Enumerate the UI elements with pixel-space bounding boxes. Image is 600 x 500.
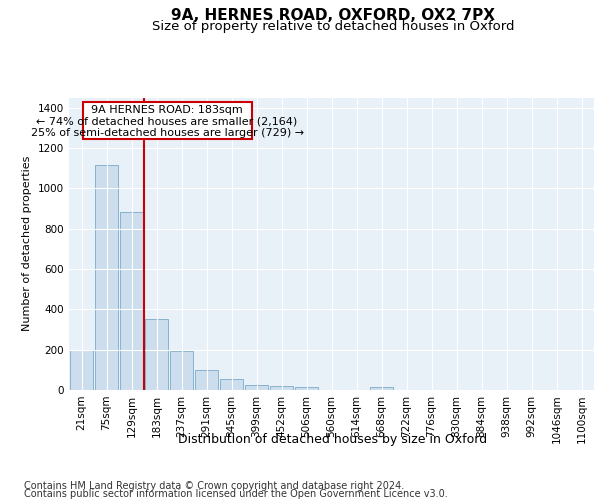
Bar xyxy=(220,379,244,390)
Bar xyxy=(295,387,319,390)
Bar xyxy=(119,212,143,390)
Text: ← 74% of detached houses are smaller (2,164): ← 74% of detached houses are smaller (2,… xyxy=(37,116,298,126)
Bar xyxy=(145,320,169,390)
Bar xyxy=(370,386,394,390)
Bar xyxy=(70,350,94,390)
Text: 9A, HERNES ROAD, OXFORD, OX2 7PX: 9A, HERNES ROAD, OXFORD, OX2 7PX xyxy=(171,8,495,22)
Text: 25% of semi-detached houses are larger (729) →: 25% of semi-detached houses are larger (… xyxy=(31,128,304,138)
Text: Distribution of detached houses by size in Oxford: Distribution of detached houses by size … xyxy=(178,432,488,446)
Bar xyxy=(95,165,118,390)
Bar xyxy=(83,102,251,139)
Bar xyxy=(194,370,218,390)
Text: Size of property relative to detached houses in Oxford: Size of property relative to detached ho… xyxy=(152,20,514,33)
Bar xyxy=(170,352,193,390)
Bar xyxy=(245,385,268,390)
Text: Contains public sector information licensed under the Open Government Licence v3: Contains public sector information licen… xyxy=(24,489,448,499)
Text: 9A HERNES ROAD: 183sqm: 9A HERNES ROAD: 183sqm xyxy=(91,105,243,115)
Bar xyxy=(269,386,293,390)
Y-axis label: Number of detached properties: Number of detached properties xyxy=(22,156,32,332)
Text: Contains HM Land Registry data © Crown copyright and database right 2024.: Contains HM Land Registry data © Crown c… xyxy=(24,481,404,491)
